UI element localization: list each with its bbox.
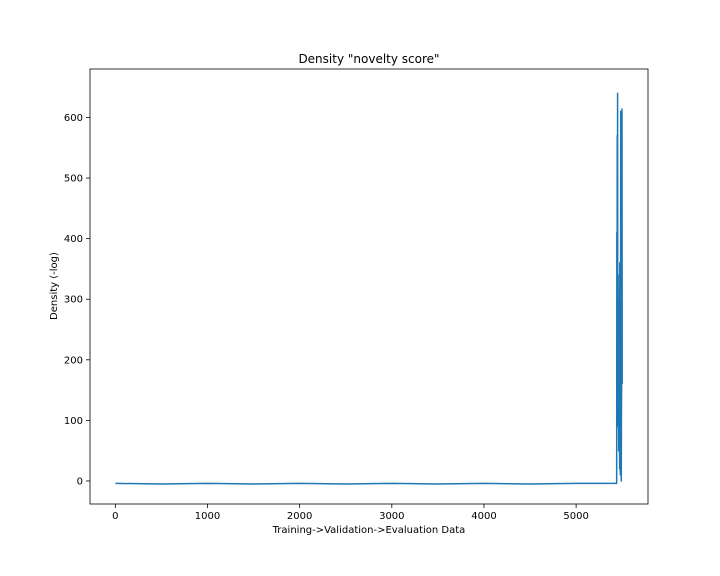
x-tick-label: 5000 xyxy=(563,511,588,522)
y-tick-label: 0 xyxy=(77,476,83,487)
series-line xyxy=(115,92,623,485)
y-tick-label: 400 xyxy=(64,234,83,245)
x-tick-label: 4000 xyxy=(471,511,496,522)
x-axis-label: Training->Validation->Evaluation Data xyxy=(272,525,466,536)
x-tick-label: 0 xyxy=(112,511,118,522)
plot-frame xyxy=(89,68,649,505)
x-tick-label: 3000 xyxy=(379,511,404,522)
x-tick-label: 1000 xyxy=(195,511,220,522)
y-tick-label: 200 xyxy=(64,355,83,366)
y-tick-label: 100 xyxy=(64,416,83,427)
y-tick-label: 300 xyxy=(64,295,83,306)
chart-title: Density "novelty score" xyxy=(298,52,439,66)
y-axis-label: Density (-log) xyxy=(49,252,60,320)
y-tick-label: 600 xyxy=(64,113,83,124)
plot-area xyxy=(90,69,648,504)
chart-marks xyxy=(115,92,623,485)
y-tick-label: 500 xyxy=(64,174,83,185)
chart-axes: 0 1000 2000 3000 4000 5000 0 100 200 300 400 500 600 xyxy=(64,113,589,522)
x-tick-label: 2000 xyxy=(287,511,312,522)
